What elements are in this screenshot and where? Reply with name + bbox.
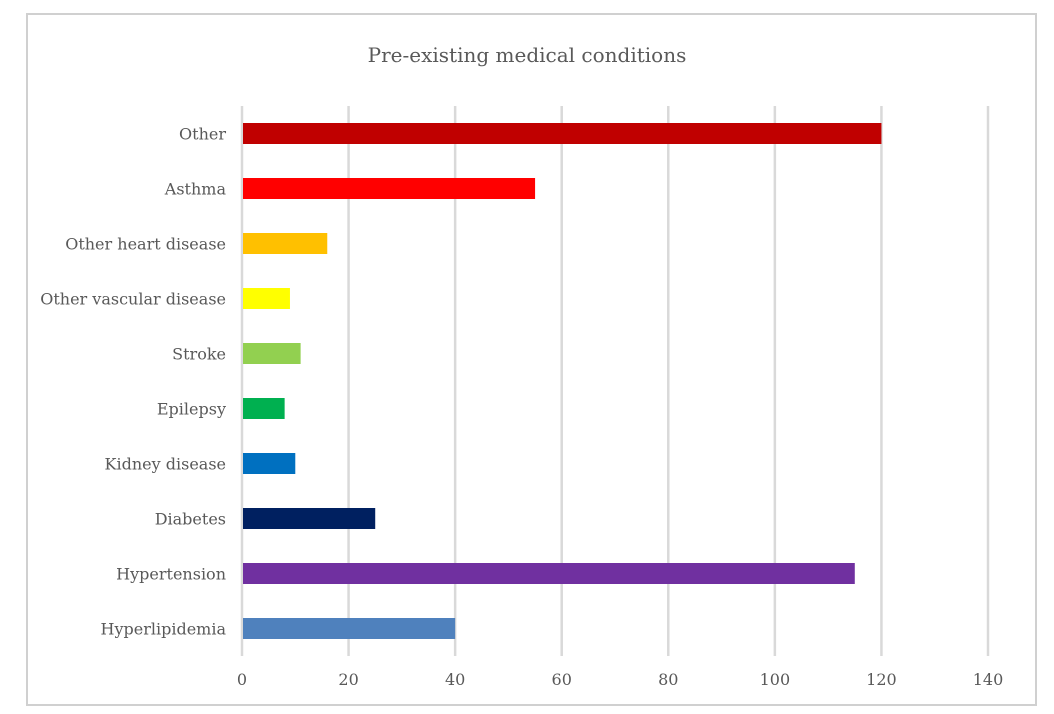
category-label: Diabetes <box>155 510 226 529</box>
category-label: Epilepsy <box>157 400 226 419</box>
x-tick-label: 0 <box>237 670 247 689</box>
category-label: Asthma <box>164 180 227 199</box>
category-label: Stroke <box>172 345 226 364</box>
x-tick-label: 20 <box>338 670 358 689</box>
category-label: Kidney disease <box>105 455 226 474</box>
category-labels: Other Asthma Other heart disease Other vasc… <box>40 125 226 639</box>
x-tick-label: 60 <box>552 670 572 689</box>
bar <box>243 178 536 199</box>
category-label: Other <box>179 125 226 144</box>
bar <box>243 618 456 639</box>
x-tick-label: 100 <box>760 670 791 689</box>
bar <box>243 288 290 309</box>
bar <box>243 343 301 364</box>
x-tick-label: 120 <box>866 670 897 689</box>
bar <box>243 233 328 254</box>
bar <box>243 563 855 584</box>
category-label: Other vascular disease <box>40 290 226 309</box>
bars <box>243 123 882 639</box>
x-tick-label: 40 <box>445 670 465 689</box>
x-tick-label: 140 <box>973 670 1004 689</box>
x-tick-labels: 0 20 40 60 80 100 120 140 <box>237 670 1003 689</box>
bar <box>243 398 285 419</box>
x-tick-label: 80 <box>658 670 678 689</box>
bar <box>243 508 376 529</box>
bar <box>243 123 882 144</box>
bar <box>243 453 296 474</box>
category-label: Other heart disease <box>65 235 226 254</box>
chart-title: Pre-existing medical conditions <box>367 43 687 67</box>
category-label: Hyperlipidemia <box>101 620 227 639</box>
category-label: Hypertension <box>116 565 226 584</box>
